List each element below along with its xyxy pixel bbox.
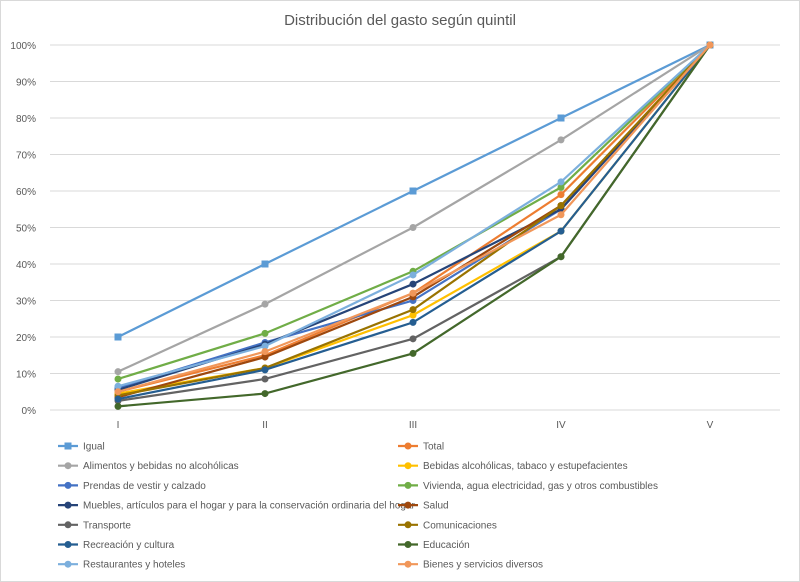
legend-marker (404, 501, 412, 509)
series-line (117, 44, 711, 402)
legend-marker (404, 462, 412, 470)
data-point (557, 227, 565, 235)
series-line (117, 44, 711, 388)
legend-marker (404, 541, 412, 548)
data-point (261, 375, 269, 383)
data-point (706, 41, 714, 49)
data-point (261, 342, 269, 350)
data-point (557, 202, 565, 210)
data-point (409, 306, 417, 314)
legend-marker (64, 521, 72, 529)
legend-marker (64, 501, 72, 509)
data-point (114, 375, 122, 383)
data-point (409, 335, 417, 343)
legend-label: Educación (423, 540, 470, 551)
x-tick-label: V (707, 420, 714, 431)
x-tick-label: IV (556, 420, 566, 431)
data-point (557, 191, 565, 199)
data-point (557, 114, 565, 122)
data-point (557, 183, 565, 191)
data-point (261, 366, 269, 374)
legend-label: Alimentos y bebidas no alcohólicas (83, 461, 239, 472)
legend-marker (404, 560, 412, 568)
legend-marker (64, 481, 72, 489)
data-point (409, 271, 417, 279)
legend-label: Transporte (83, 520, 131, 531)
data-point (409, 318, 417, 326)
legend-marker (404, 481, 412, 489)
x-tick-label: I (117, 420, 120, 431)
x-tick-label: III (409, 420, 417, 431)
data-point (409, 280, 417, 288)
y-tick-label: 0% (22, 406, 37, 417)
legend-label: Restaurantes y hoteles (83, 560, 185, 571)
data-point (557, 178, 565, 186)
y-tick-label: 40% (16, 260, 36, 271)
legend-marker (404, 521, 412, 529)
legend-label: Bienes y servicios diversos (423, 560, 543, 571)
data-point (114, 382, 122, 390)
legend-label: Salud (423, 501, 449, 512)
data-point (409, 187, 417, 195)
data-point (261, 300, 269, 308)
data-point (409, 311, 417, 319)
data-point (261, 260, 269, 268)
y-tick-label: 20% (16, 333, 36, 344)
legend-label: Igual (83, 442, 105, 453)
y-tick-label: 30% (16, 297, 36, 308)
data-point (557, 136, 565, 144)
y-tick-label: 10% (16, 370, 36, 381)
data-point (557, 253, 565, 261)
legend-label: Vivienda, agua electricidad, gas y otros… (423, 481, 658, 492)
legend-marker (64, 541, 72, 548)
series-line (117, 44, 711, 397)
series-line (117, 44, 711, 381)
data-point (261, 348, 269, 356)
data-point (114, 395, 122, 403)
data-point (409, 224, 417, 231)
y-tick-label: 70% (16, 151, 36, 162)
legend-marker (64, 442, 72, 450)
y-tick-label: 90% (16, 78, 36, 89)
x-tick-label: II (262, 420, 268, 431)
data-point (557, 211, 565, 219)
legend-label: Recreación y cultura (83, 540, 175, 551)
y-tick-label: 60% (16, 187, 36, 198)
legend-label: Total (423, 442, 444, 453)
data-point (261, 390, 269, 398)
y-tick-label: 100% (10, 41, 36, 52)
y-tick-label: 80% (16, 114, 36, 125)
chart-title: Distribución del gasto según quintil (284, 12, 516, 29)
data-point (409, 349, 417, 357)
legend-marker (64, 462, 72, 470)
legend-label: Muebles, artículos para el hogar y para … (83, 501, 416, 512)
legend-label: Prendas de vestir y calzado (83, 481, 206, 492)
series-line (117, 44, 711, 399)
legend-label: Comunicaciones (423, 520, 497, 531)
y-tick-label: 50% (16, 224, 36, 235)
legend-marker (64, 560, 72, 568)
data-point (261, 353, 269, 361)
legend-label: Bebidas alcohólicas, tabaco y estupefaci… (423, 461, 628, 472)
data-point (114, 388, 122, 396)
legend-marker (404, 442, 412, 450)
data-point (114, 333, 122, 341)
data-point (114, 402, 122, 410)
data-point (114, 368, 122, 376)
series-line (117, 44, 711, 401)
data-point (261, 329, 269, 337)
data-point (409, 289, 417, 297)
